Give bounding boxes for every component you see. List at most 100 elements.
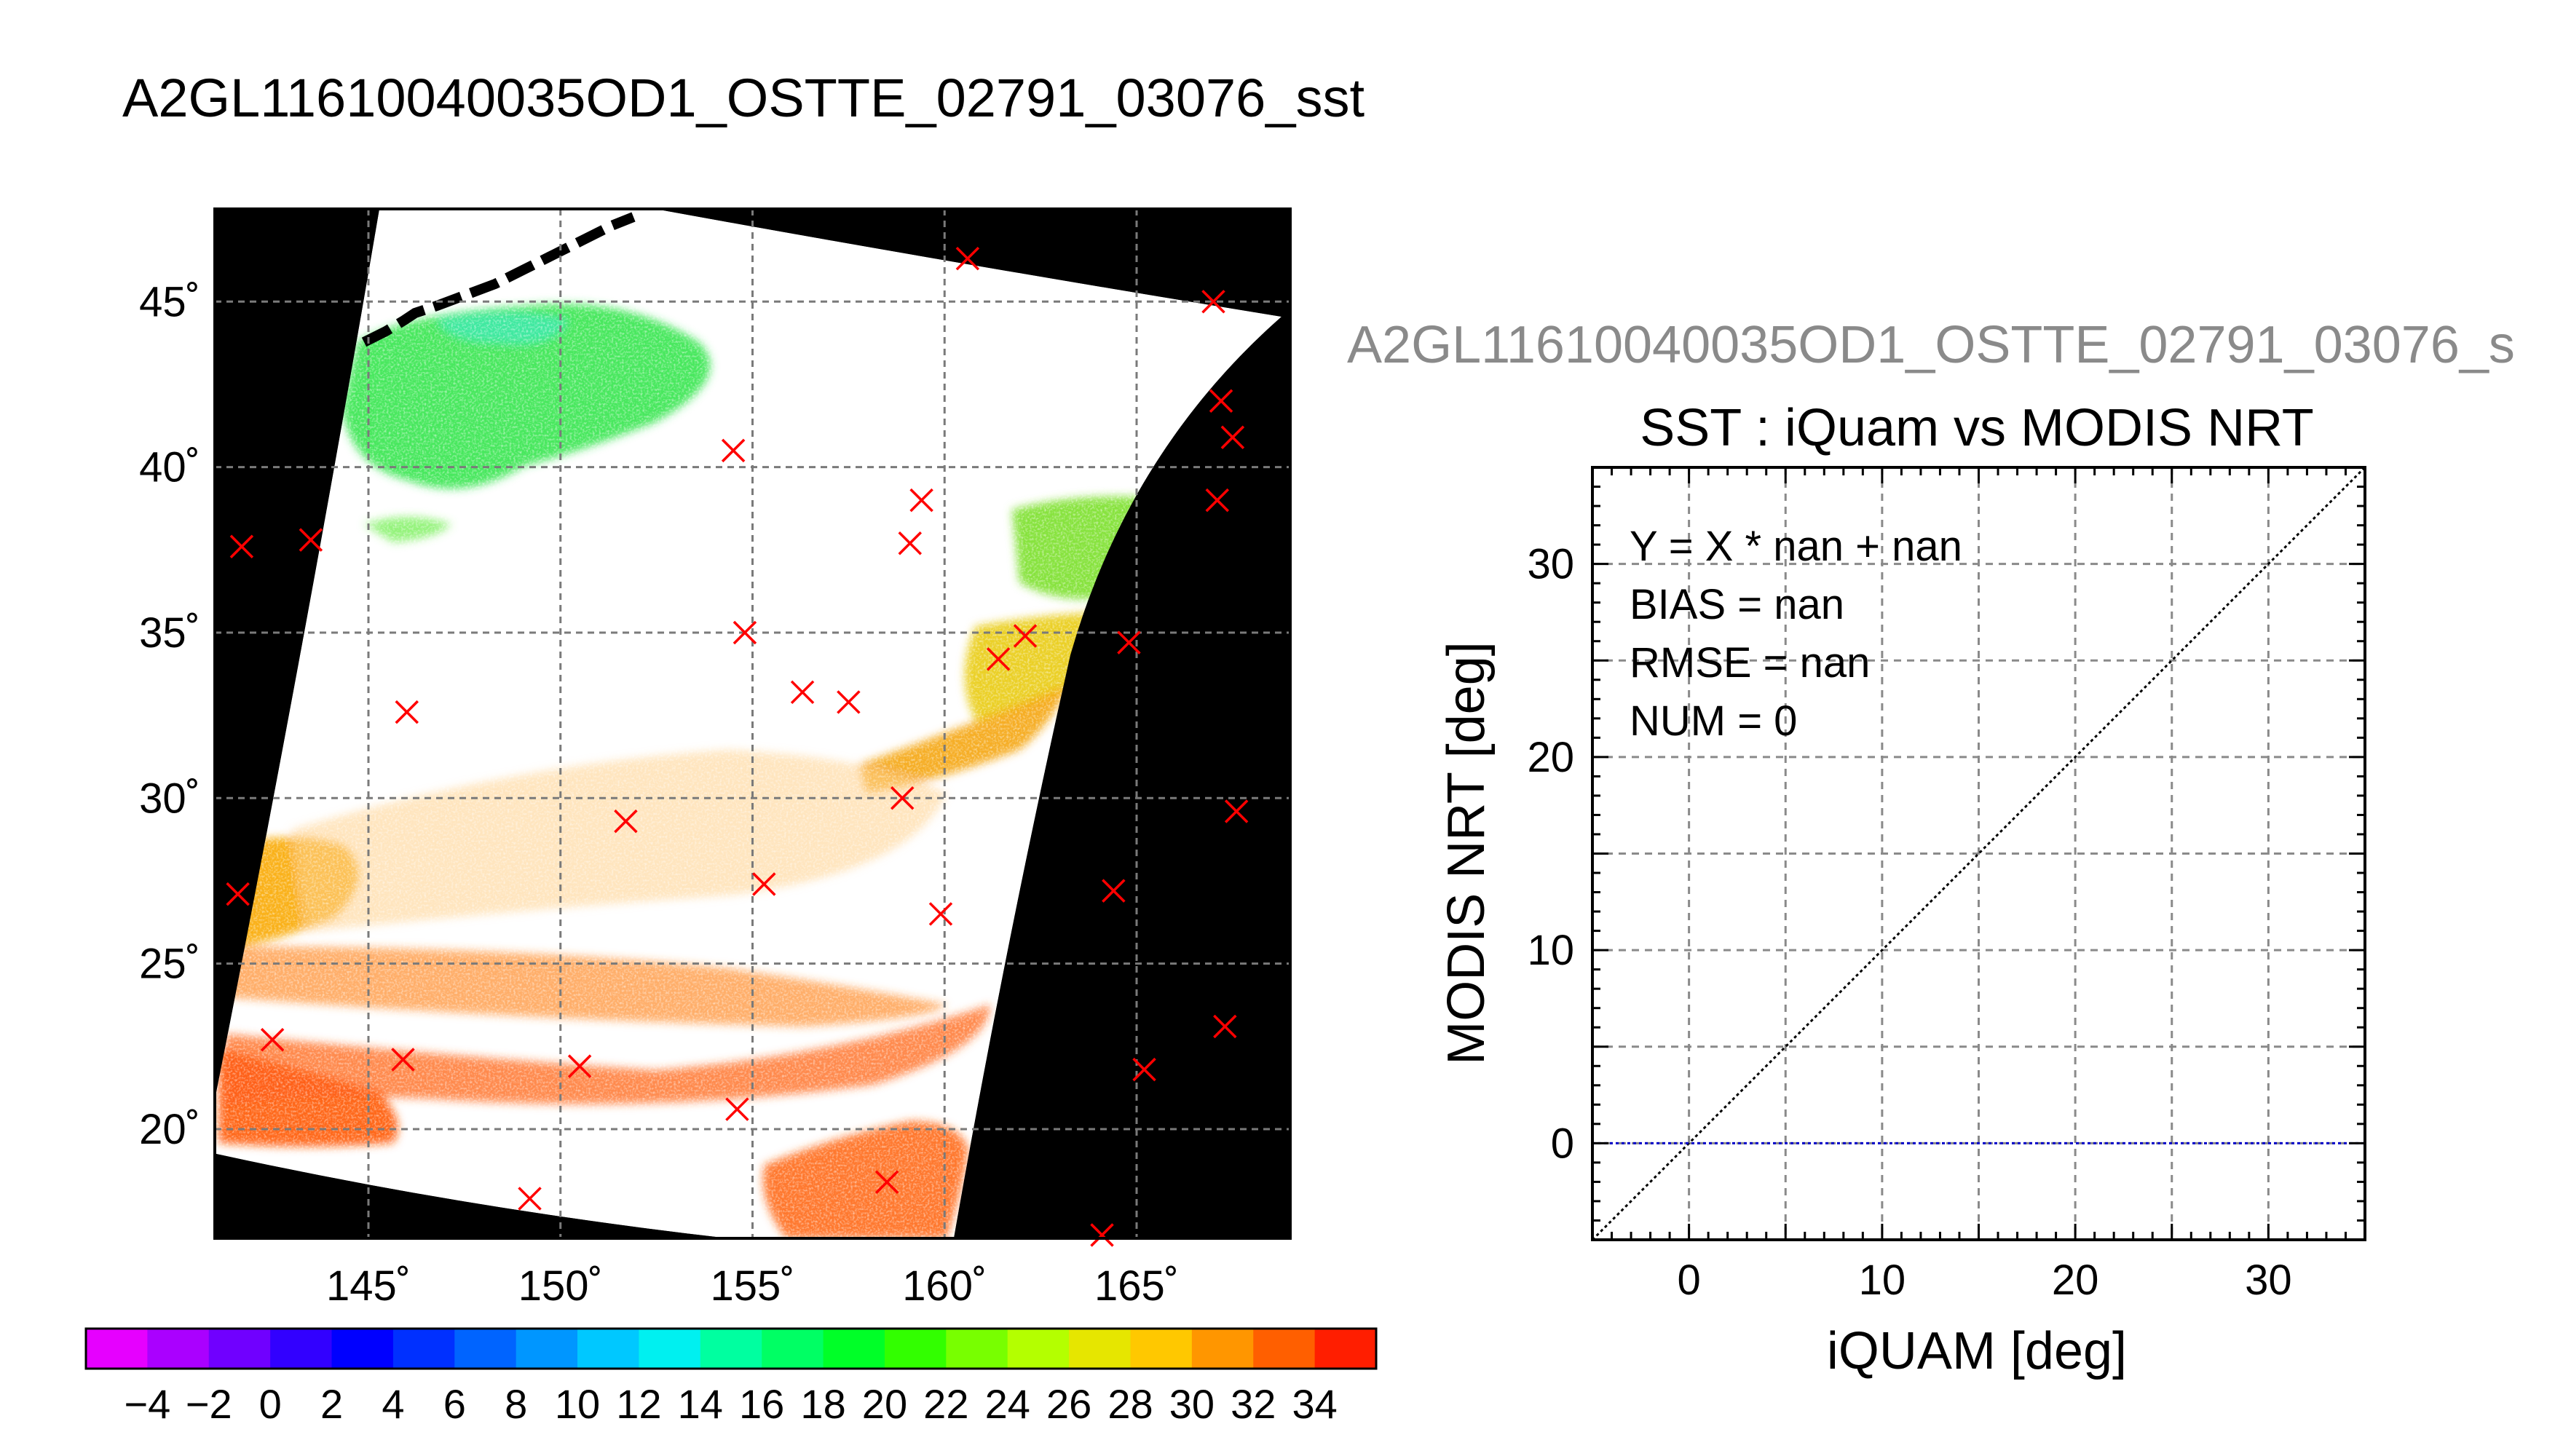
colorbar-tick-label: 0: [259, 1381, 282, 1427]
marker-stroke: [229, 534, 254, 558]
colorbar-swatch: [1007, 1329, 1070, 1369]
colorbar-swatch: [700, 1329, 763, 1369]
marker-stroke: [1220, 425, 1245, 449]
colorbar-swatches: [86, 1329, 1377, 1369]
marker-stroke: [909, 488, 933, 513]
marker-stroke: [732, 620, 757, 645]
one-to-one-line: [1591, 466, 2366, 1241]
marker-stroke: [1209, 389, 1233, 413]
marker-stroke: [1102, 879, 1126, 903]
stat-rmse: RMSE = nan: [1630, 639, 1870, 687]
marker-stroke: [1213, 1014, 1237, 1039]
iquam-marker: [790, 680, 815, 705]
iquam-marker: [1132, 1057, 1156, 1082]
map-y-tick-label: 40˚: [139, 444, 200, 491]
iquam-marker: [874, 1170, 899, 1194]
colorbar-tick-label: 12: [616, 1381, 661, 1427]
map-y-tick-label: 35˚: [139, 609, 200, 657]
map-y-tick-label: 45˚: [139, 278, 200, 325]
marker-stroke: [1090, 1223, 1114, 1247]
iquam-marker: [721, 438, 746, 463]
scatter-series: [1591, 466, 2366, 1241]
scatter-x-label: iQUAM [deg]: [1827, 1322, 2127, 1380]
marker-stroke: [518, 1187, 542, 1211]
iquam-marker: [725, 1097, 749, 1121]
colorbar-tick-label: 16: [739, 1381, 784, 1427]
stat-bias: BIAS = nan: [1630, 581, 1844, 628]
colorbar-tick-label: 14: [678, 1381, 723, 1427]
colorbar-swatch: [331, 1329, 394, 1369]
colorbar-frame: [84, 1327, 1378, 1370]
marker-stroke: [614, 809, 638, 834]
colorbar-swatch: [1314, 1329, 1377, 1369]
iquam-marker: [928, 902, 953, 926]
scatter-title: SST : iQuam vs MODIS NRT: [1640, 399, 2314, 457]
scatter-x-tick-label: 20: [2052, 1257, 2099, 1304]
swath-speckle: [216, 209, 1282, 1238]
map-black-outer-left: [215, 209, 728, 1238]
marker-stroke: [721, 438, 746, 463]
marker-stroke: [567, 1054, 592, 1078]
marker-stroke: [1201, 290, 1225, 314]
iquam-marker: [898, 531, 923, 555]
colorbar-swatch: [946, 1329, 1008, 1369]
map-black-outer-right: [954, 317, 1290, 1238]
marker-stroke: [1132, 1057, 1156, 1082]
iquam-marker: [229, 534, 254, 558]
colorbar-tick-label: 26: [1046, 1381, 1091, 1427]
map-x-tick-label: 155˚: [710, 1262, 794, 1310]
marker-stroke: [1224, 799, 1249, 823]
marker-stroke: [890, 786, 915, 810]
iquam-marker: [890, 786, 915, 810]
marker-stroke: [725, 1097, 749, 1121]
colorbar-swatch: [1253, 1329, 1316, 1369]
marker-stroke: [1205, 488, 1230, 513]
iquam-marker: [955, 246, 980, 271]
colorbar-swatch: [762, 1329, 824, 1369]
scatter-y-tick-label: 20: [1527, 734, 1574, 781]
map-x-tick-label: 145˚: [326, 1262, 411, 1310]
stat-num: NUM = 0: [1630, 697, 1797, 745]
iquam-marker: [260, 1027, 285, 1052]
marker-stroke: [790, 680, 815, 705]
map-grid: [215, 209, 1290, 1238]
marker-stroke: [898, 531, 923, 555]
scatter-y-tick-labels: 0 10 20 30: [1527, 541, 1574, 1168]
colorbar-tick-label: 6: [443, 1381, 466, 1427]
map-y-tick-label: 25˚: [139, 941, 200, 988]
iquam-marker: [1013, 624, 1038, 648]
colorbar-tick-label: 22: [923, 1381, 968, 1427]
iquam-marker: [1213, 1014, 1237, 1039]
marker-stroke: [837, 690, 861, 714]
iquam-marker: [1205, 488, 1230, 513]
marker-stroke: [391, 1048, 415, 1072]
colorbar-tick-label: 30: [1169, 1381, 1215, 1427]
map-x-tick-label: 160˚: [902, 1262, 987, 1310]
colorbar-tick-label: 20: [862, 1381, 907, 1427]
marker-stroke: [1117, 630, 1141, 654]
marker-stroke: [395, 700, 419, 724]
iquam-marker: [391, 1048, 415, 1072]
colorbar-swatch: [454, 1329, 517, 1369]
colorbar-tick-label: 32: [1231, 1381, 1276, 1427]
colorbar-tick-label: 10: [555, 1381, 600, 1427]
colorbar-swatch: [270, 1329, 333, 1369]
map-x-tick-label: 150˚: [518, 1262, 603, 1310]
map-x-tick-labels: 145˚ 150˚ 155˚ 160˚ 165˚: [326, 1262, 1179, 1310]
iquam-marker: [1224, 799, 1249, 823]
colorbar-tick-label: −4: [124, 1381, 170, 1427]
colorbar-swatch: [147, 1329, 210, 1369]
colorbar-tick-labels: −4 −2 0 2 4 6 8 10 12 14 16 18 20 22 24 26 28 30 32 34: [124, 1381, 1337, 1427]
map-frame: [213, 207, 1292, 1240]
colorbar-swatch: [1130, 1329, 1193, 1369]
colorbar-tick-label: 24: [985, 1381, 1030, 1427]
stat-fit: Y = X * nan + nan: [1630, 523, 1962, 570]
scatter-y-tick-label: 10: [1527, 927, 1574, 974]
iquam-marker: [1117, 630, 1141, 654]
marker-stroke: [1013, 624, 1038, 648]
iquam-marker: [226, 882, 250, 906]
iquam-marker: [1201, 290, 1225, 314]
iquam-marker: [299, 528, 323, 552]
marker-stroke: [299, 528, 323, 552]
